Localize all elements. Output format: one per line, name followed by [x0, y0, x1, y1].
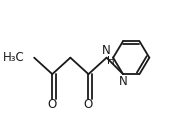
Text: O: O [48, 98, 57, 111]
Text: N: N [102, 44, 111, 57]
Text: O: O [84, 98, 93, 111]
Text: H: H [107, 56, 115, 66]
Text: N: N [119, 75, 127, 88]
Text: H₃C: H₃C [2, 51, 24, 64]
